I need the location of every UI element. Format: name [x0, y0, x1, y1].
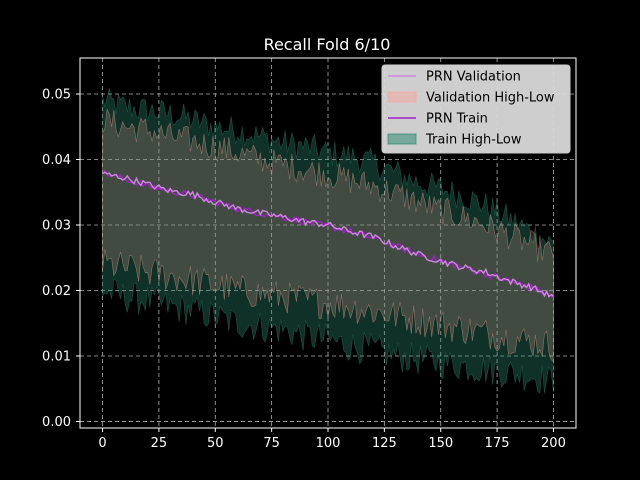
x-tick-label: 25	[151, 436, 168, 451]
legend-label: Validation High-Low	[426, 91, 555, 106]
legend-label: PRN Train	[426, 112, 488, 127]
y-tick-label: 0.04	[42, 153, 71, 168]
x-tick-label: 75	[263, 436, 280, 451]
y-tick-label: 0.01	[42, 349, 71, 364]
legend-box	[381, 64, 571, 154]
legend-band-swatch	[387, 91, 417, 103]
x-tick-label: 200	[541, 436, 566, 451]
legend-band-swatch	[387, 133, 417, 145]
y-tick-label: 0.02	[42, 284, 71, 299]
y-tick-label: 0.05	[42, 88, 71, 103]
validation-line	[102, 171, 554, 298]
legend: PRN Validation Validation High-Low PRN Tra…	[381, 64, 571, 154]
chart-title: Recall Fold 6/10	[264, 35, 391, 54]
x-tick-label: 150	[428, 436, 453, 451]
x-tick-label: 0	[98, 436, 106, 451]
plot-area: 0 25 50 75 100 125 150 175 200 0.00 0.01 0.02 0.03 0.…	[42, 57, 577, 451]
validation-band	[102, 108, 554, 363]
x-tick-label: 50	[207, 436, 224, 451]
y-tick-label: 0.03	[42, 218, 71, 233]
legend-label: PRN Validation	[426, 70, 521, 85]
x-tick-label: 125	[372, 436, 397, 451]
train-band	[102, 88, 554, 394]
legend-label: Train High-Low	[425, 133, 522, 148]
x-tick-label: 175	[485, 436, 510, 451]
y-tick-label: 0.00	[42, 415, 71, 430]
x-tick-label: 100	[316, 436, 341, 451]
